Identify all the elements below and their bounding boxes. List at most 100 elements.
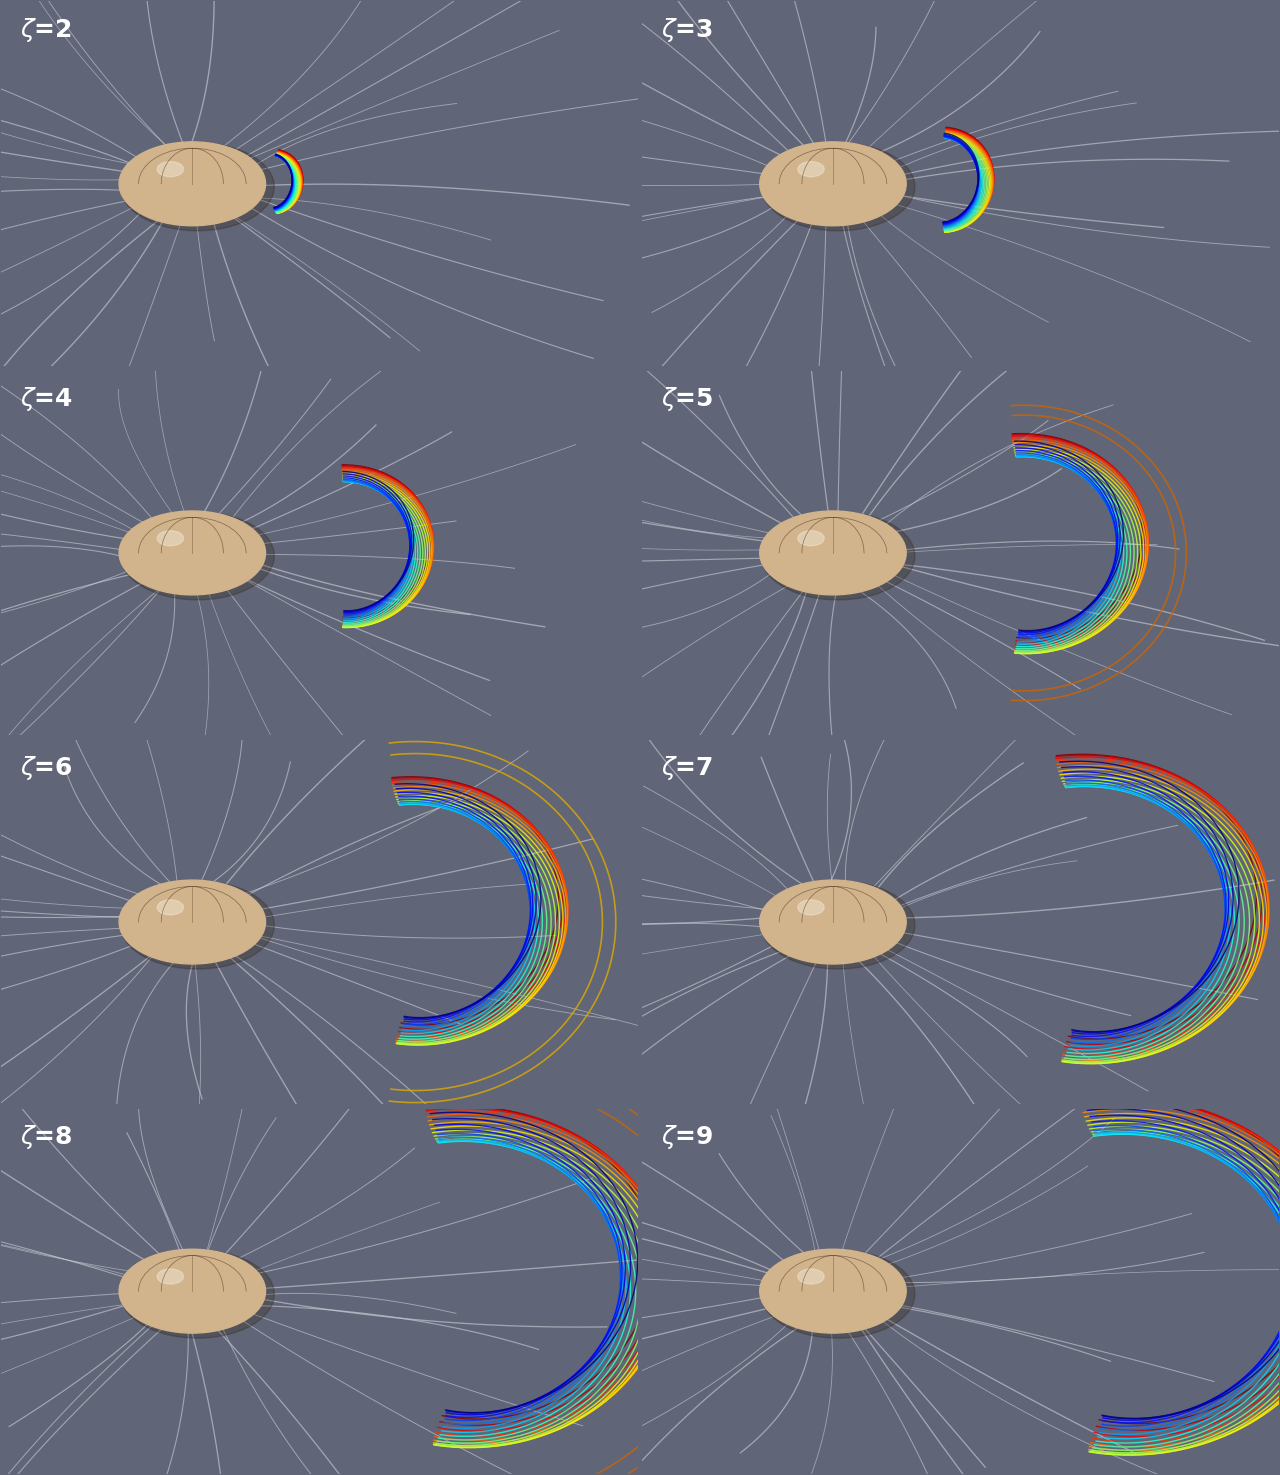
Circle shape — [772, 886, 890, 954]
Circle shape — [787, 527, 869, 572]
Circle shape — [172, 540, 195, 553]
Circle shape — [777, 889, 882, 950]
Circle shape — [817, 543, 828, 549]
Circle shape — [809, 1276, 838, 1294]
Circle shape — [785, 525, 872, 575]
Circle shape — [797, 162, 824, 177]
Circle shape — [174, 171, 191, 181]
Circle shape — [767, 884, 896, 957]
Circle shape — [175, 1280, 188, 1288]
Circle shape — [159, 1271, 211, 1301]
Circle shape — [760, 1249, 906, 1333]
Circle shape — [166, 1274, 201, 1295]
Circle shape — [790, 527, 865, 571]
Circle shape — [801, 903, 849, 931]
Circle shape — [175, 912, 188, 917]
Circle shape — [120, 881, 274, 969]
Circle shape — [143, 894, 232, 944]
Circle shape — [137, 521, 242, 581]
Circle shape — [134, 150, 246, 214]
Circle shape — [141, 524, 236, 577]
Circle shape — [804, 167, 845, 190]
Circle shape — [127, 146, 256, 220]
Circle shape — [134, 888, 246, 951]
Circle shape — [178, 1282, 184, 1285]
Circle shape — [143, 525, 232, 575]
Circle shape — [804, 1273, 845, 1297]
Circle shape — [777, 152, 882, 212]
Circle shape — [814, 541, 832, 552]
Circle shape — [817, 1280, 828, 1288]
Circle shape — [138, 891, 238, 948]
Circle shape — [796, 900, 855, 934]
Circle shape — [146, 527, 228, 572]
Circle shape — [169, 907, 198, 923]
Circle shape — [169, 1276, 198, 1294]
Circle shape — [172, 909, 195, 922]
Circle shape — [774, 888, 886, 951]
Circle shape — [151, 528, 221, 569]
Circle shape — [138, 1260, 238, 1317]
Circle shape — [138, 522, 238, 578]
Circle shape — [790, 897, 865, 940]
Text: $\zeta$=2: $\zeta$=2 — [20, 16, 72, 44]
Circle shape — [164, 1273, 205, 1297]
Circle shape — [764, 513, 900, 591]
Circle shape — [760, 510, 906, 594]
Circle shape — [122, 512, 262, 593]
Circle shape — [127, 884, 256, 957]
Circle shape — [127, 1254, 256, 1328]
Circle shape — [769, 148, 892, 218]
Circle shape — [164, 167, 205, 190]
Circle shape — [161, 534, 207, 560]
Circle shape — [169, 538, 198, 555]
Circle shape — [797, 900, 824, 914]
Circle shape — [119, 881, 265, 965]
Circle shape — [819, 913, 824, 916]
Circle shape — [124, 884, 259, 960]
Circle shape — [760, 881, 906, 965]
Circle shape — [801, 1273, 849, 1299]
Circle shape — [817, 912, 828, 917]
Circle shape — [143, 155, 232, 207]
Circle shape — [772, 1257, 890, 1323]
Circle shape — [764, 145, 900, 221]
Circle shape — [129, 148, 252, 218]
Circle shape — [762, 1249, 915, 1338]
Circle shape — [175, 543, 188, 549]
Circle shape — [134, 1257, 246, 1322]
Circle shape — [774, 519, 886, 583]
Circle shape — [774, 1257, 886, 1322]
Circle shape — [812, 1277, 835, 1291]
Circle shape — [809, 907, 838, 923]
Circle shape — [157, 1268, 183, 1285]
Circle shape — [799, 532, 852, 563]
Circle shape — [174, 541, 191, 552]
Circle shape — [814, 910, 832, 920]
Circle shape — [767, 146, 896, 220]
Circle shape — [141, 892, 236, 945]
Circle shape — [154, 530, 218, 566]
Circle shape — [764, 1252, 900, 1329]
Circle shape — [146, 895, 228, 943]
Circle shape — [148, 158, 225, 202]
Circle shape — [780, 522, 879, 578]
Circle shape — [154, 900, 218, 937]
Circle shape — [159, 164, 211, 193]
Circle shape — [172, 1277, 195, 1291]
Circle shape — [814, 1279, 832, 1289]
Circle shape — [796, 1270, 855, 1302]
Circle shape — [796, 531, 855, 565]
Circle shape — [161, 165, 207, 192]
Text: $\zeta$=4: $\zeta$=4 — [20, 385, 73, 413]
Circle shape — [774, 150, 886, 214]
Circle shape — [782, 1261, 876, 1316]
Circle shape — [780, 153, 879, 209]
Circle shape — [795, 900, 859, 937]
Circle shape — [156, 162, 215, 196]
Circle shape — [812, 171, 835, 184]
Circle shape — [134, 519, 246, 583]
Circle shape — [120, 512, 274, 600]
Circle shape — [782, 524, 876, 577]
Circle shape — [156, 900, 215, 934]
